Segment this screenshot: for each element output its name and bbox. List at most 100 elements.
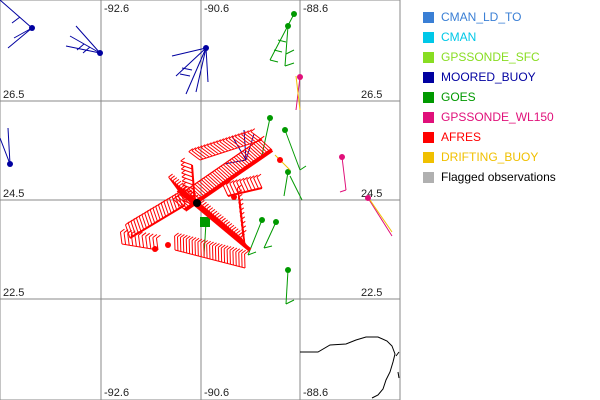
afres-barb [223,245,229,250]
afres-barb [202,205,213,219]
afres-barb [251,144,264,157]
afres-barb [222,181,228,186]
afres-barb [197,145,203,150]
drifting-buoy-observations [274,75,393,233]
legend-swatch [423,91,434,103]
lat-label-left: 26.5 [3,89,24,101]
afres-barb [183,234,188,239]
afres-barb [163,201,169,216]
afres-barb [237,189,243,194]
afres-barb [240,224,245,237]
afres-barb [253,143,266,155]
legend-label: GPSSONDE_SFC [441,50,540,64]
lat-label-right: 24.5 [361,188,382,200]
afres-barb [198,180,212,193]
afres-barb [244,250,249,255]
afres-barb [238,249,244,253]
afres-barb [182,189,188,194]
afres-barb [185,235,191,240]
afres-barb [141,235,145,248]
afres-barb [172,177,178,181]
afres-barb [226,246,232,250]
afres-barb [214,215,225,230]
afres-barb [222,137,228,142]
afres-barb [213,140,218,145]
afres-barb [207,145,219,155]
afres-barb [243,176,248,181]
afres-barb [209,241,214,246]
afres-barb [219,138,225,143]
afres-barb [235,248,241,253]
afres-barb [203,240,209,244]
afres-barb [238,198,244,203]
afres-barb [229,246,235,251]
afres-barb [210,141,215,146]
afres-barb [239,180,246,193]
afres-barb [215,243,220,247]
afres-barb [208,207,214,211]
legend-item: DRIFTING_BUOY [423,147,598,167]
legend-label: DRIFTING_BUOY [441,150,539,164]
lon-label-bottom: -88.6 [303,387,328,399]
lat-label-right: 22.5 [361,287,382,299]
afres-barb [238,206,243,219]
afres-barb [250,128,256,133]
afres-barb [125,224,131,239]
afres-barb [223,219,228,224]
afres-barb [152,208,158,222]
afres-barb [183,196,195,202]
lat-label-left: 22.5 [3,287,24,299]
legend-label: MOORED_BUOY [441,70,536,84]
afres-barb [194,237,200,242]
afres-barb [197,238,203,243]
afres-barb [206,240,211,245]
goes-observations [203,13,307,305]
afres-barb [127,229,132,234]
afres-barb [176,180,182,185]
afres-barb [212,171,225,184]
legend-label: CMAN_LD_TO [441,10,522,24]
afres-barb [221,220,232,235]
afres-barb [212,242,217,247]
afres-barb [120,228,125,233]
afres-barb [246,179,253,191]
afres-barb [256,173,262,178]
afres-barb [247,129,252,134]
legend-label: GPSSONDE_WL150 [441,110,554,124]
afres-barb [228,135,234,140]
coastline [300,336,400,399]
afres-barb [216,217,228,231]
legend-swatch [423,131,434,143]
afres-barb [203,143,209,148]
afres-barb [225,139,238,149]
afres-barb [171,196,178,211]
afres-barb [147,211,153,225]
afres-barb [238,132,243,137]
gpssonde-wl150-points [297,74,371,201]
afres-barb [229,224,235,229]
afres-barb [199,203,211,217]
afres-barb [168,173,173,178]
legend-item: AFRES [423,127,598,147]
afres-barb [207,174,221,187]
afres-barb [180,184,186,189]
afres-barb [155,206,161,221]
legend-swatch [423,71,434,83]
afres-barb [194,146,200,151]
afres-barb [205,176,218,188]
afres-barb [208,210,219,224]
afres-barb [253,174,258,179]
afres-barb [158,204,164,219]
afres-barb [191,150,204,160]
legend-item: GPSSONDE_WL150 [423,107,598,127]
legend-swatch [423,51,434,63]
afres-barb [201,179,214,191]
afres-barb [231,158,245,170]
afres-barb [182,184,194,190]
afres-barb [188,148,194,153]
afres-barb [232,179,238,184]
afres-barb [149,209,156,224]
afres-barb [225,136,231,141]
afres-barb [180,157,185,162]
